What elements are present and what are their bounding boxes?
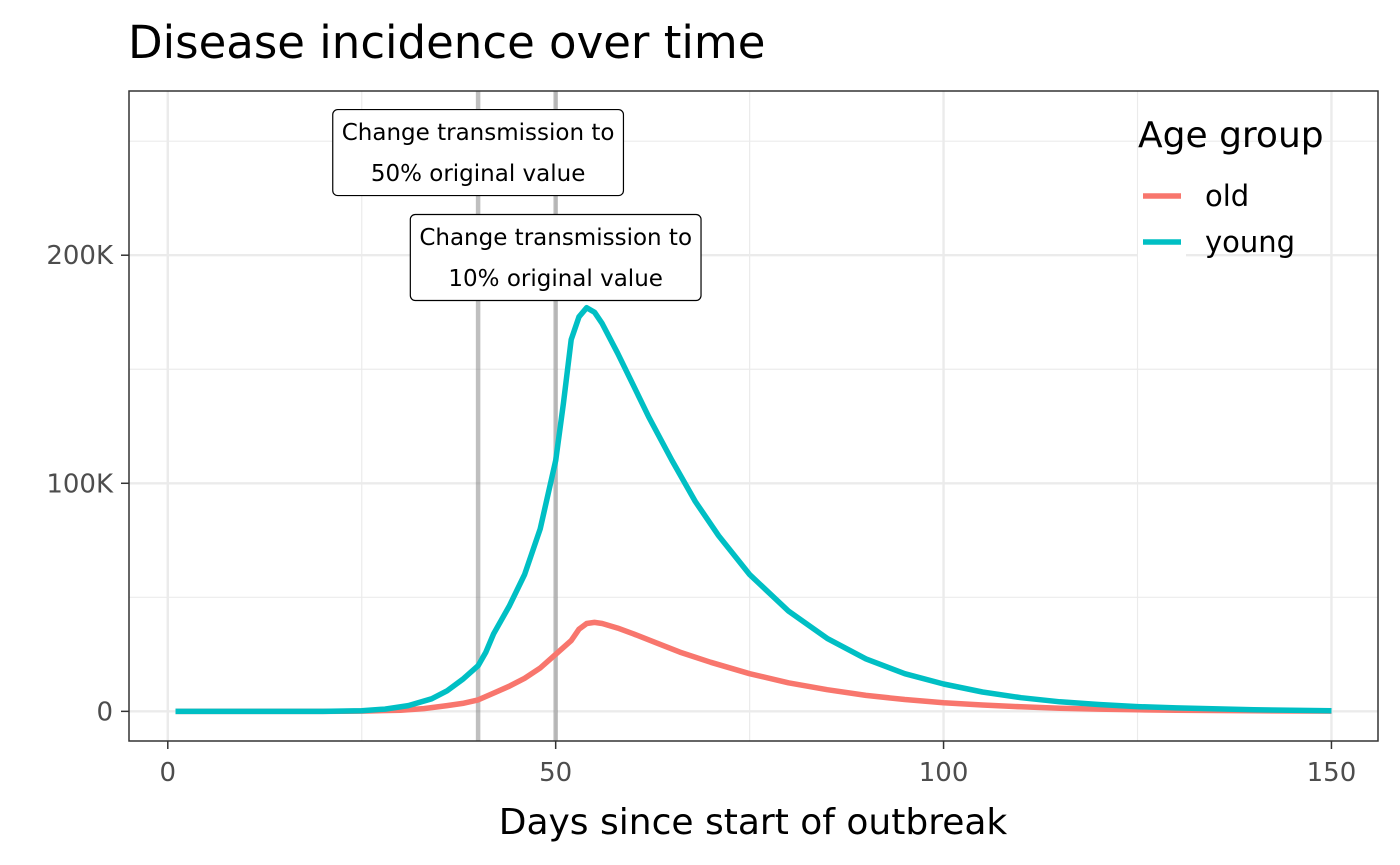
legend-title: Age group bbox=[1138, 115, 1324, 156]
chart-title: Disease incidence over time bbox=[128, 16, 765, 69]
y-tick-label: 0 bbox=[96, 697, 113, 727]
annotation-box bbox=[409, 213, 702, 302]
grid bbox=[129, 91, 1378, 741]
annotation-label: Change transmission to 50% original value bbox=[332, 108, 625, 197]
legend-label-young: young bbox=[1205, 225, 1295, 259]
legend-key-background bbox=[1138, 170, 1186, 262]
legend: Age group old young bbox=[1138, 115, 1324, 262]
x-tick-label: 50 bbox=[539, 758, 572, 788]
annotations: Change transmission to 50% original value… bbox=[332, 108, 702, 302]
annotation-text: 50% original value bbox=[371, 161, 586, 187]
x-tick-label: 0 bbox=[160, 758, 177, 788]
annotation-text: 10% original value bbox=[448, 266, 663, 292]
series-lines bbox=[175, 304, 1332, 715]
axes: 0 50 100 150 0 100K 200K bbox=[46, 241, 1356, 788]
y-tick-label: 100K bbox=[46, 469, 114, 499]
annotation-box bbox=[332, 108, 625, 197]
plot-panel-border bbox=[128, 90, 1379, 742]
series-line-old bbox=[175, 619, 1332, 715]
y-tick-label: 200K bbox=[46, 241, 114, 271]
x-tick-label: 150 bbox=[1307, 758, 1357, 788]
legend-label-old: old bbox=[1205, 179, 1249, 213]
annotation-label: Change transmission to 10% original value bbox=[409, 213, 702, 302]
annotation-text: Change transmission to bbox=[419, 225, 692, 251]
intervention-lines bbox=[475, 91, 558, 741]
x-axis-title: Days since start of outbreak bbox=[499, 802, 1008, 843]
x-tick-label: 100 bbox=[919, 758, 969, 788]
annotation-text: Change transmission to bbox=[342, 120, 615, 146]
series-line-young bbox=[175, 304, 1332, 715]
